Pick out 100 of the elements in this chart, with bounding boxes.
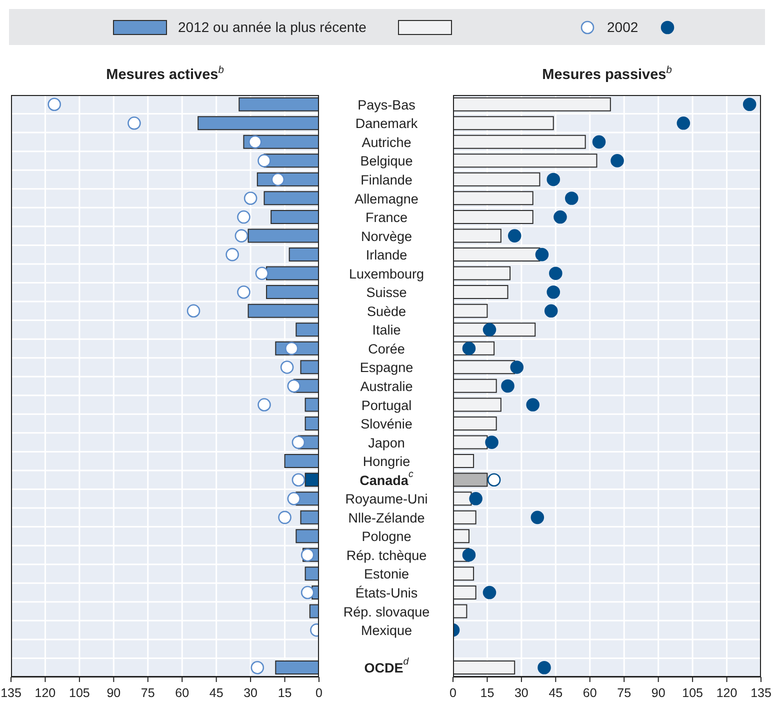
- y-tick-label: Irlande: [366, 247, 408, 262]
- x-tick-label: 135: [0, 686, 22, 700]
- bar: [304, 416, 319, 430]
- point: [128, 116, 141, 130]
- bar: [284, 454, 319, 468]
- point: [510, 360, 524, 374]
- point: [292, 473, 306, 487]
- point: [244, 192, 258, 205]
- point: [469, 492, 482, 506]
- point: [554, 210, 567, 224]
- y-tick-label: Nlle-Zélande: [348, 510, 425, 525]
- point: [186, 304, 200, 318]
- y-tick-label: Rép. tchèque: [346, 547, 427, 562]
- bar: [304, 566, 319, 581]
- chart-title: Mesures actives$^{b}$: [105, 65, 225, 83]
- point: [258, 398, 271, 412]
- point: [237, 210, 250, 224]
- bar: [266, 285, 319, 300]
- bar: [304, 398, 319, 412]
- point: [501, 379, 514, 393]
- bar: [453, 472, 488, 487]
- x-tick-label: 75: [140, 686, 155, 700]
- point: [237, 285, 250, 299]
- bar: [198, 116, 319, 130]
- x-tick-label: 30: [244, 686, 258, 700]
- x-tick-label: 105: [69, 686, 90, 700]
- legend-label: 2002: [607, 19, 638, 35]
- x-tick-label: 60: [175, 686, 190, 700]
- x-tick-label: 30: [514, 686, 528, 700]
- y-tick-label: Finlande: [360, 172, 412, 187]
- y-tick-label: Pays-Bas: [358, 96, 416, 112]
- bar: [264, 191, 319, 206]
- chart-title: Mesures passives$^{b}$: [541, 65, 673, 83]
- point: [487, 473, 501, 487]
- point: [610, 154, 624, 168]
- x-tick-label: 0: [450, 686, 457, 700]
- point: [300, 548, 314, 562]
- point: [255, 266, 269, 280]
- point: [564, 192, 578, 205]
- point: [48, 98, 61, 112]
- point: [462, 548, 476, 562]
- point: [226, 248, 239, 262]
- bar: [270, 210, 319, 224]
- x-tick-label: 15: [278, 686, 292, 700]
- point: [676, 116, 690, 130]
- y-tick-label: France: [365, 210, 408, 225]
- point: [535, 248, 549, 262]
- y-tick-label: Autriche: [362, 134, 412, 150]
- y-tick-label: Slovénie: [360, 416, 412, 432]
- y-tick-label: Espagne: [360, 360, 414, 375]
- y-tick-label: Portugal: [361, 397, 412, 412]
- legend-label: 2012 ou année la plus récente: [178, 19, 366, 35]
- y-tick-label: Estonie: [364, 566, 410, 582]
- point: [546, 172, 560, 186]
- y-tick-label: Corée: [368, 340, 405, 356]
- bar: [248, 304, 319, 318]
- x-tick-label: 90: [651, 686, 666, 700]
- point: [234, 229, 248, 242]
- bar: [275, 660, 319, 675]
- point: [549, 266, 562, 280]
- y-tick-label: Australie: [360, 378, 413, 394]
- y-tick-label: Danemark: [355, 116, 418, 131]
- point: [271, 172, 285, 186]
- y-tick-label: Rép. slovaque: [343, 604, 430, 619]
- x-tick-label: 105: [682, 686, 704, 700]
- y-tick-label: Pologne: [362, 528, 412, 544]
- y-tick-label: Suède: [366, 303, 406, 318]
- x-tick-label: 120: [34, 686, 56, 700]
- y-tick-label: Mexique: [360, 622, 412, 638]
- x-tick-label: 45: [209, 686, 224, 700]
- bar: [300, 360, 319, 374]
- x-tick-label: 90: [106, 686, 121, 700]
- point: [278, 510, 292, 524]
- point: [482, 586, 496, 600]
- y-tick-label: Italie: [372, 322, 401, 338]
- bar: [296, 322, 319, 337]
- point: [508, 229, 522, 242]
- bar: [304, 472, 319, 487]
- point: [280, 360, 294, 374]
- y-tick-label: Suisse: [366, 284, 407, 300]
- y-tick-label: Belgique: [360, 153, 413, 168]
- point: [530, 510, 544, 524]
- x-tick-label: 75: [617, 686, 632, 700]
- y-tick-label: Hongrie: [362, 454, 410, 469]
- x-tick-label: 15: [480, 686, 494, 700]
- point: [742, 98, 756, 112]
- point: [258, 154, 271, 168]
- bar: [288, 248, 319, 262]
- x-tick-label: 45: [548, 686, 563, 700]
- x-tick-label: 120: [716, 686, 738, 700]
- y-tick-label: Canada$^{c}$: [360, 468, 414, 488]
- point: [485, 436, 498, 449]
- point: [287, 379, 301, 393]
- point: [292, 436, 306, 449]
- y-tick-label: Royaume-Uni: [345, 491, 428, 506]
- bar: [300, 510, 319, 524]
- bar: [238, 97, 319, 112]
- x-tick-label: 0: [316, 686, 323, 700]
- y-tick-label: Allemagne: [354, 190, 418, 206]
- y-tick-label: Japon: [368, 434, 405, 450]
